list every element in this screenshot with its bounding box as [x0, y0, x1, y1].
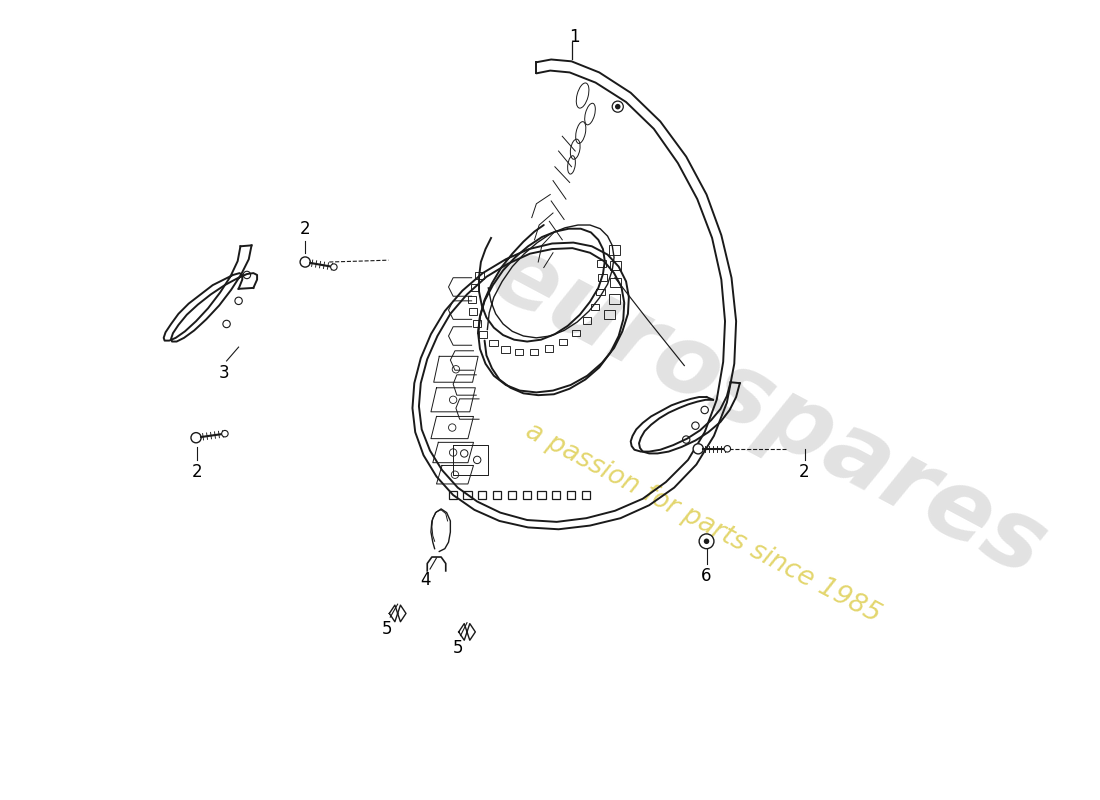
Bar — [604, 310, 615, 319]
Text: eurospares: eurospares — [474, 226, 1062, 598]
Text: 5: 5 — [452, 638, 463, 657]
Bar — [597, 260, 606, 266]
Bar — [582, 491, 590, 498]
Circle shape — [191, 433, 201, 443]
Circle shape — [300, 257, 310, 267]
Bar — [610, 278, 621, 287]
Bar — [537, 491, 546, 498]
Bar — [552, 491, 560, 498]
Circle shape — [724, 446, 730, 452]
Circle shape — [613, 101, 624, 112]
Bar — [449, 491, 456, 498]
Bar — [478, 491, 486, 498]
Text: 6: 6 — [702, 567, 712, 586]
Bar — [591, 304, 600, 310]
Bar — [608, 246, 619, 254]
Bar — [608, 294, 619, 304]
Text: 5: 5 — [382, 620, 392, 638]
Text: 2: 2 — [191, 463, 202, 481]
Bar — [478, 331, 487, 338]
Bar — [572, 330, 580, 336]
Text: 2: 2 — [300, 220, 310, 238]
Bar — [522, 491, 531, 498]
Bar — [559, 338, 566, 346]
Bar — [544, 346, 553, 352]
Bar — [530, 349, 538, 355]
Circle shape — [693, 444, 703, 454]
Bar — [566, 491, 575, 498]
Bar — [469, 308, 477, 314]
Circle shape — [331, 264, 337, 270]
Bar — [473, 320, 481, 326]
Text: 4: 4 — [420, 571, 430, 589]
Bar — [463, 491, 472, 498]
Bar — [583, 318, 591, 324]
Bar — [490, 340, 497, 346]
Bar — [471, 284, 478, 290]
Text: 2: 2 — [800, 463, 810, 481]
Text: 3: 3 — [219, 364, 229, 382]
Bar — [610, 261, 621, 270]
Bar — [508, 491, 516, 498]
Text: a passion for parts since 1985: a passion for parts since 1985 — [521, 418, 884, 628]
Bar — [468, 296, 476, 302]
Circle shape — [704, 538, 710, 544]
Bar — [598, 274, 607, 281]
Text: 1: 1 — [569, 28, 580, 46]
Bar — [596, 289, 605, 295]
Circle shape — [222, 430, 228, 437]
Bar — [515, 349, 524, 355]
Bar — [475, 272, 484, 278]
Bar — [493, 491, 502, 498]
Bar — [502, 346, 509, 353]
Circle shape — [615, 104, 620, 110]
